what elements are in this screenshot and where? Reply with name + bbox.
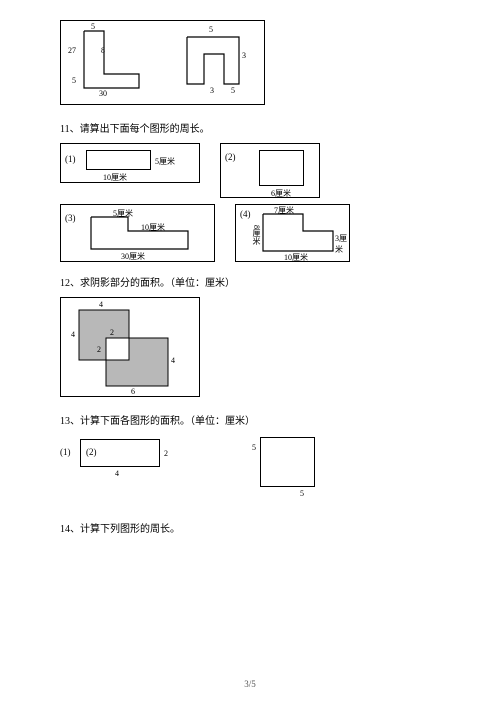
r-right: 3 [242,51,246,60]
q13-f1-right: 2 [164,449,168,458]
q11-f2-box: (2) 6厘米 [220,143,320,198]
top-left-shape [69,26,159,101]
q12-top: 4 [99,300,103,309]
r-left: 3 [210,86,214,95]
q11-f3-top: 5厘米 [113,208,133,219]
q11-f4-left: 8厘米 [251,225,262,245]
q11-f1-box: (1) 5厘米 10厘米 [60,143,200,183]
page-footer: 3/5 [0,679,500,689]
q13-f1-bottom: 4 [115,469,119,478]
q11-f4-idx: (4) [240,209,251,219]
q13-f2-rect [260,437,315,487]
q11-row1: (1) 5厘米 10厘米 (2) 6厘米 [60,143,440,198]
l-right: 8 [101,46,105,55]
q11-f4-box: (4) 7厘米 8厘米 3厘米 10厘米 [235,204,350,262]
l-left: 5 [72,76,76,85]
q11-f1-bottom: 10厘米 [103,172,127,183]
q12-right: 4 [171,356,175,365]
q13-f2-bottom: 5 [300,489,304,498]
q13-f1-idx1: (1) [60,447,71,457]
top-right-shape [179,29,259,99]
q13-f1-box: (1) (2) 2 4 [60,435,195,485]
q12-bottom: 6 [131,387,135,396]
q11-f4-right: 3厘米 [335,233,349,255]
q11-f2-rect [259,150,304,186]
q11-f3-mid: 10厘米 [141,222,165,233]
r-top: 5 [209,25,213,34]
l-tl: 27 [68,46,76,55]
q12-svg [61,298,201,398]
q11-f1-idx: (1) [65,154,76,164]
q11-f4-bottom: 10厘米 [284,252,308,263]
q12-midv: 2 [110,328,114,337]
q11-f4-top: 7厘米 [274,205,294,216]
q11-f1-right: 5厘米 [155,156,175,167]
q11-f2-bottom: 6厘米 [271,188,291,199]
q12-mid: 2 [97,345,101,354]
q11-f3-bottom: 30厘米 [121,251,145,262]
q13-row: (1) (2) 2 4 5 5 [60,435,440,500]
l-top: 5 [91,22,95,31]
q12-left: 4 [71,330,75,339]
q14-text: 14、计算下列图形的周长。 [60,520,440,535]
q11-f3-idx: (3) [65,213,76,223]
r-bottom: 5 [231,86,235,95]
q12-box: 4 4 2 2 4 6 [60,297,200,397]
q13-f1-idx2: (2) [86,447,97,457]
q11-f3-shape [83,209,213,259]
q13-f2-box: 5 5 [250,435,330,500]
q11-text: 11、请算出下面每个图形的周长。 [60,120,440,135]
q11-row2: (3) 5厘米 10厘米 30厘米 (4) 7厘米 8厘米 3厘米 10厘米 [60,204,440,262]
top-figure-box: 5 8 5 27 30 5 3 3 5 [60,20,265,105]
l-bottom: 30 [99,89,107,98]
q11-f3-box: (3) 5厘米 10厘米 30厘米 [60,204,215,262]
q13-text: 13、计算下面各图形的面积。（单位：厘米） [60,412,440,427]
q12-text: 12、求阴影部分的面积。（单位：厘米） [60,274,440,289]
q13-f2-left: 5 [252,443,256,452]
q11-f2-idx: (2) [225,152,236,162]
q11-f1-rect [86,150,151,170]
